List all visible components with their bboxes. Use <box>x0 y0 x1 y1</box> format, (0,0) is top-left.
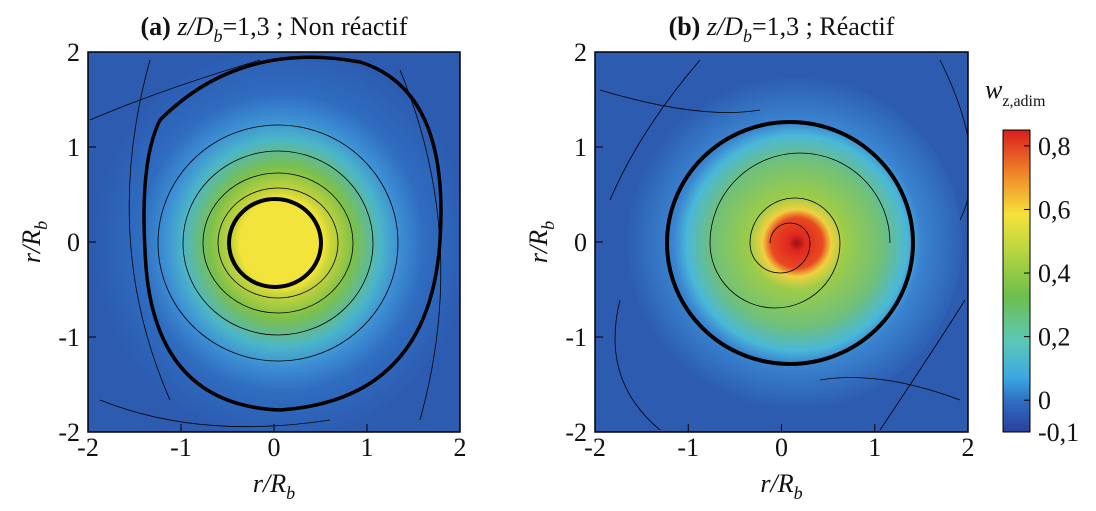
y-tick-label: 0 <box>67 228 80 257</box>
y-tick-label: -2 <box>565 418 587 447</box>
x-tick-label: 2 <box>962 433 975 462</box>
x-axis-label: r/Rb <box>760 469 802 503</box>
y-tick-label: -1 <box>565 323 587 352</box>
colorbar-var: w <box>985 75 1003 104</box>
y-axis-label: r/Rb <box>17 221 51 263</box>
title-var: z/D <box>706 12 743 41</box>
colorbar-tick-label: 0,4 <box>1038 259 1071 288</box>
y-label-var: r/R <box>17 230 46 263</box>
x-tick-label: 2 <box>454 433 467 462</box>
y-tick-label: -2 <box>58 418 80 447</box>
title-sub: b <box>213 26 222 46</box>
title-tag: (b) <box>669 12 701 41</box>
title-rest: =1,3 ; Réactif <box>752 12 895 41</box>
y-label-sub: b <box>538 221 558 230</box>
x-tick-label: 1 <box>868 433 881 462</box>
x-tick-label: -2 <box>77 433 99 462</box>
x-label-sub: b <box>286 483 295 503</box>
x-tick-label: -1 <box>170 433 192 462</box>
colorbar <box>1003 130 1030 432</box>
y-tick-label: 1 <box>67 133 80 162</box>
colorbar-tick-label: -0,1 <box>1038 418 1079 447</box>
y-tick-label: 1 <box>574 133 587 162</box>
x-tick-label: 1 <box>361 433 374 462</box>
x-label-sub: b <box>794 483 803 503</box>
colorbar-title: wz,adim <box>985 75 1046 110</box>
y-tick-label: 2 <box>67 38 80 67</box>
x-axis-label: r/Rb <box>253 469 295 503</box>
field-a <box>88 52 460 432</box>
x-label-var: r/R <box>760 469 793 498</box>
colorbar-tick-label: 0,6 <box>1038 195 1071 224</box>
title-sub: b <box>743 26 752 46</box>
x-tick-label: -2 <box>584 433 606 462</box>
chart-title: (a) z/Db=1,3 ; Non réactif <box>141 12 408 46</box>
y-tick-label: 0 <box>574 228 587 257</box>
y-tick-label: 2 <box>574 38 587 67</box>
title-tag: (a) <box>141 12 171 41</box>
colorbar-tick-label: 0 <box>1038 386 1051 415</box>
colorbar-tick-label: 0,2 <box>1038 323 1071 352</box>
title-rest: =1,3 ; Non réactif <box>222 12 407 41</box>
x-tick-label: 0 <box>775 433 788 462</box>
y-label-var: r/R <box>524 230 553 263</box>
colorbar-sub: z,adim <box>1002 93 1046 110</box>
colorbar-frame <box>1002 129 1031 433</box>
field-b <box>595 52 968 432</box>
x-label-var: r/R <box>253 469 286 498</box>
x-tick-label: -1 <box>677 433 699 462</box>
y-label-sub: b <box>31 221 51 230</box>
chart-title: (b) z/Db=1,3 ; Réactif <box>669 12 895 46</box>
colorbar-tick-label: 0,8 <box>1038 132 1071 161</box>
y-axis-label: r/Rb <box>524 221 558 263</box>
title-var: z/D <box>176 12 213 41</box>
y-tick-label: -1 <box>58 323 80 352</box>
x-tick-label: 0 <box>268 433 281 462</box>
